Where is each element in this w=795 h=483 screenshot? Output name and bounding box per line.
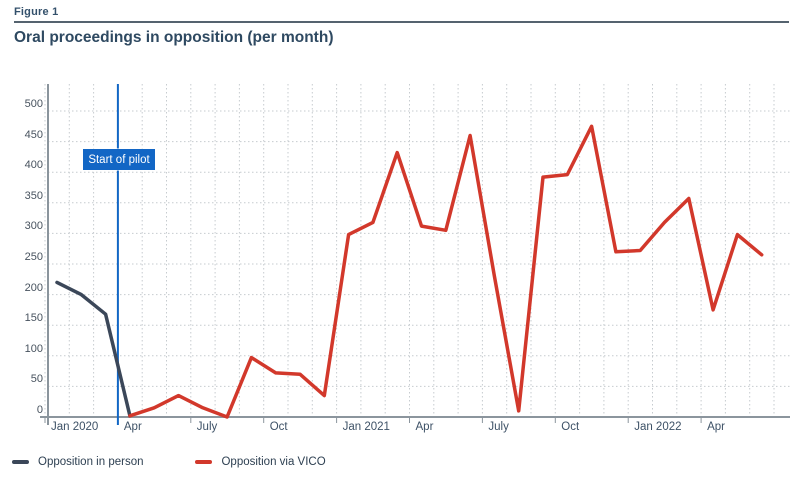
- series-line-opposition-in-person: [55, 280, 132, 418]
- y-axis-tick-label: 150: [24, 312, 43, 325]
- y-axis-tick-label: 500: [24, 98, 43, 110]
- x-axis-tick-label: Apr: [123, 421, 142, 433]
- start-of-pilot-badge: Start of pilot: [83, 149, 155, 170]
- vico-line-swatch: [195, 460, 213, 464]
- y-axis-tick-label: 450: [24, 128, 43, 141]
- in-person-line-swatch: [12, 460, 29, 464]
- y-axis-tick-label: 100: [24, 342, 43, 355]
- y-axis-tick-label: 400: [24, 159, 43, 172]
- x-axis-tick-label: Apr: [415, 421, 434, 433]
- series-line-opposition-via-vico: [128, 124, 764, 419]
- legend-label-vico: Opposition via VICO: [221, 456, 326, 468]
- y-axis-tick-label: 250: [24, 251, 43, 263]
- y-axis-tick-label: 50: [30, 373, 43, 386]
- x-axis-tick-label: July: [196, 421, 218, 433]
- x-axis-tick-label: Jan 2022: [634, 421, 682, 433]
- legend-label-in-person: Opposition in person: [38, 456, 144, 468]
- y-axis-tick-label: 200: [24, 281, 43, 294]
- legend-item-in-person: Opposition in person: [12, 456, 143, 468]
- y-axis-tick-label: 350: [24, 189, 43, 202]
- x-axis-tick-label: Jan 2021: [342, 421, 390, 433]
- chart-legend: Opposition in person Opposition via VICO: [12, 456, 378, 468]
- x-axis-tick-label: Jan 2020: [51, 421, 99, 433]
- header-rule: [14, 21, 789, 23]
- x-axis-tick-label: Oct: [269, 421, 288, 433]
- x-axis-tick-label: July: [488, 421, 509, 433]
- x-axis-tick-label: Oct: [561, 421, 580, 433]
- figure-label: Figure 1: [14, 6, 59, 18]
- chart-title: Oral proceedings in opposition (per mont…: [14, 29, 334, 46]
- x-axis-tick-label: Apr: [707, 421, 725, 433]
- y-axis-tick-label: 0: [36, 404, 43, 416]
- legend-item-vico: Opposition via VICO: [195, 456, 326, 468]
- y-axis-tick-label: 300: [24, 220, 43, 233]
